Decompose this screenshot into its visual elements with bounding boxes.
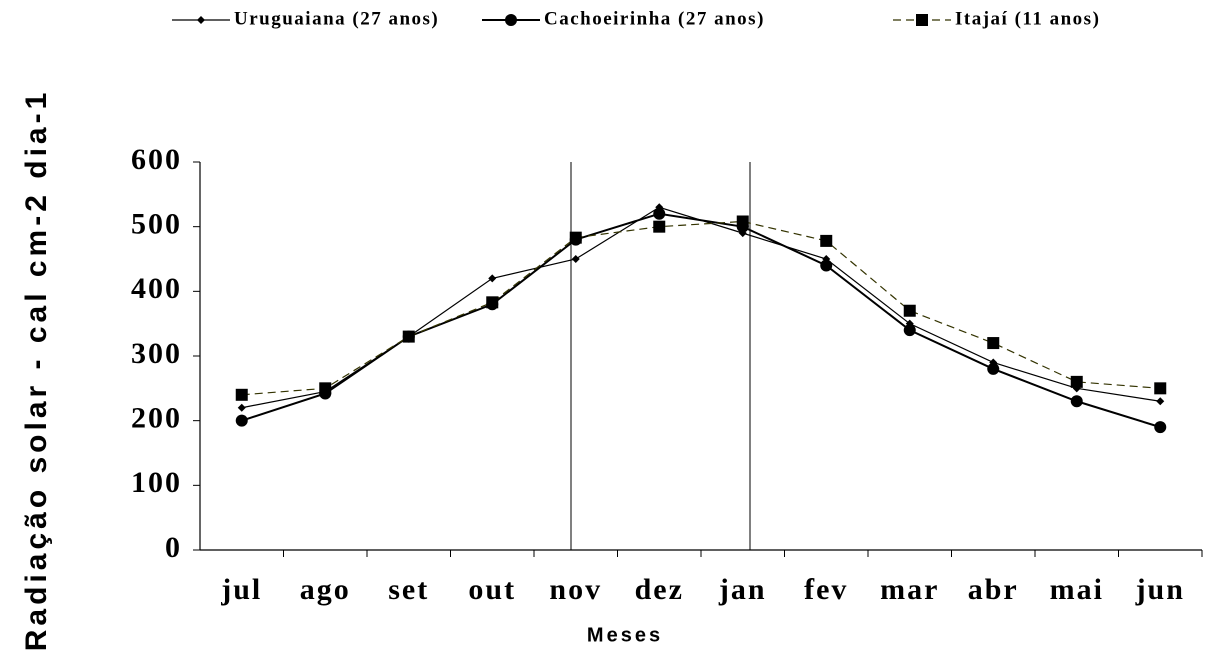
marker [1154,421,1167,434]
marker [987,362,1000,375]
x-tick-label: jan [718,573,767,606]
x-tick-label: ago [300,573,351,606]
x-tick-label: set [388,573,429,606]
y-tick-label: 500 [131,208,182,241]
x-tick-label: jul [220,573,262,606]
marker [987,337,1000,350]
marker [486,296,499,309]
marker [736,215,749,228]
x-axis-label: Meses [587,624,663,646]
marker [319,382,332,395]
legend-marker [505,14,517,26]
marker [653,207,666,220]
y-tick-label: 0 [165,531,182,564]
x-tick-label: jun [1135,573,1185,606]
legend-label: Cachoeirinha (27 anos) [544,8,765,29]
x-tick-label: mar [880,573,939,606]
legend-label: Uruguaiana (27 anos) [234,8,439,29]
y-tick-label: 200 [131,402,182,435]
marker [820,234,833,247]
marker [903,304,916,317]
marker [488,274,497,283]
series-line [241,220,1161,396]
marker [571,255,580,263]
x-tick-label: mai [1050,573,1104,606]
series-line [241,212,1161,429]
x-tick-label: out [468,573,516,606]
marker [569,231,582,244]
x-tick-label: fev [804,573,848,606]
y-tick-label: 100 [131,466,182,499]
marker [235,414,248,427]
x-tick-label: abr [968,573,1019,606]
y-tick-label: 600 [131,143,182,176]
marker [903,324,916,337]
marker [1156,397,1165,406]
legend-marker [916,14,928,26]
y-tick-label: 400 [131,272,182,305]
marker [1070,395,1083,408]
marker [1154,382,1167,395]
marker [235,388,248,401]
legend-marker [197,16,205,24]
marker [1070,375,1083,388]
series-line [241,206,1161,409]
marker [237,403,246,412]
marker [820,259,833,272]
marker [653,220,666,233]
marker [402,330,415,343]
y-axis-label: Radiação solar - cal cm-2 dia-1 [20,89,53,652]
x-tick-label: nov [549,573,602,606]
x-tick-label: dez [635,573,684,606]
y-tick-label: 300 [131,337,182,370]
legend-label: Itajaí (11 anos) [955,8,1100,29]
